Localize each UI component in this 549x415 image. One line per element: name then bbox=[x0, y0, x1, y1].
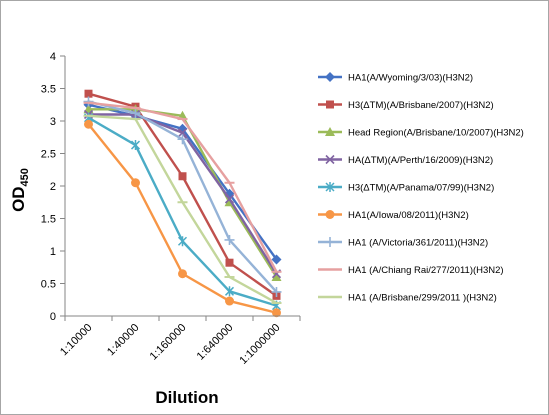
x-tick-label: 1:160000 bbox=[148, 322, 189, 363]
series-7 bbox=[83, 96, 282, 297]
y-tick-label: 1.5 bbox=[41, 214, 56, 226]
data-point bbox=[224, 286, 235, 297]
data-point bbox=[130, 108, 141, 119]
data-point bbox=[177, 236, 188, 247]
legend-entry: HA1(A/Iowa/08/2011)(H3N2) bbox=[318, 210, 469, 221]
legend-swatch-marker bbox=[325, 182, 335, 192]
data-point bbox=[83, 96, 94, 107]
plot-area bbox=[83, 89, 282, 318]
legend-label: HA1 (A/Chiang Rai/277/2011)(H3N2) bbox=[348, 265, 504, 276]
legend-label: HA1 (A/Brisbane/299/2011 )(H3N2) bbox=[348, 293, 497, 304]
data-point bbox=[224, 194, 235, 204]
legend: HA1(A/Wyoming/3/03)(H3N2) H3(ΔTM)(A/Brisb… bbox=[318, 72, 524, 304]
legend-entry: HA(ΔTM)(A/Perth/16/2009)(H3N2) bbox=[318, 154, 493, 166]
legend-label: HA(ΔTM)(A/Perth/16/2009)(H3N2) bbox=[348, 155, 493, 166]
data-point bbox=[84, 119, 93, 129]
data-point bbox=[225, 296, 234, 306]
legend-label: HA1(A/Wyoming/3/03)(H3N2) bbox=[348, 73, 473, 84]
legend-entry: Head Region(A/Brisbane/10/2007)(H3N2) bbox=[318, 127, 524, 139]
x-axis-title: Dilution bbox=[155, 388, 218, 407]
x-tick-label: 1:1000000 bbox=[237, 322, 282, 367]
data-point bbox=[224, 234, 235, 245]
x-tick-label: 1:10000 bbox=[58, 322, 95, 359]
x-tick-label: 1:40000 bbox=[105, 322, 142, 359]
series-5 bbox=[83, 112, 282, 311]
y-axis-title-subscript: 450 bbox=[19, 168, 31, 186]
legend-entry: HA1 (A/Brisbane/299/2011 )(H3N2) bbox=[318, 293, 497, 304]
data-point bbox=[178, 172, 187, 181]
legend-label: H3(ΔTM)(A/Brisbane/2007)(H3N2) bbox=[348, 100, 494, 111]
legend-label: Head Region(A/Brisbane/10/2007)(H3N2) bbox=[348, 128, 524, 139]
series-2 bbox=[84, 89, 281, 300]
legend-label: H3(ΔTM)(A/Panama/07/99)(H3N2) bbox=[348, 183, 494, 194]
data-point bbox=[131, 178, 140, 188]
x-tick-label: 1:640000 bbox=[195, 322, 236, 363]
legend-entry: HA1 (A/Victoria/361/2011)(H3N2) bbox=[318, 237, 488, 249]
data-point bbox=[271, 286, 282, 297]
data-point bbox=[178, 269, 187, 279]
legend-label: HA1(A/Iowa/08/2011)(H3N2) bbox=[348, 210, 469, 221]
legend-swatch-marker bbox=[325, 210, 335, 219]
data-point bbox=[177, 128, 188, 138]
y-tick-label: 3.5 bbox=[41, 84, 56, 96]
legend-swatch-marker bbox=[325, 237, 335, 247]
series-6 bbox=[84, 119, 281, 318]
y-tick-label: 0.5 bbox=[41, 279, 56, 291]
data-point bbox=[272, 308, 281, 318]
series-9 bbox=[83, 114, 282, 305]
data-point bbox=[177, 134, 188, 145]
legend-swatch-marker bbox=[325, 127, 335, 136]
legend-entry: H3(ΔTM)(A/Brisbane/2007)(H3N2) bbox=[318, 100, 494, 111]
y-tick-label: 0 bbox=[50, 311, 56, 323]
legend-label: HA1 (A/Victoria/361/2011)(H3N2) bbox=[348, 238, 488, 249]
legend-swatch-marker bbox=[325, 72, 335, 82]
data-point bbox=[84, 89, 93, 98]
y-axis-title: OD450 bbox=[9, 168, 31, 212]
y-tick-label: 2 bbox=[50, 181, 56, 193]
legend-swatch-marker bbox=[326, 100, 334, 109]
data-point bbox=[225, 258, 234, 267]
data-point bbox=[130, 140, 141, 151]
legend-entry: HA1(A/Wyoming/3/03)(H3N2) bbox=[318, 72, 473, 84]
y-tick-label: 3 bbox=[50, 116, 56, 128]
series-8 bbox=[83, 101, 282, 273]
data-point bbox=[271, 254, 282, 265]
legend-entry: HA1 (A/Chiang Rai/277/2011)(H3N2) bbox=[318, 265, 504, 276]
y-axis-title-main: OD bbox=[9, 186, 28, 212]
data-point bbox=[271, 272, 282, 281]
y-tick-label: 2.5 bbox=[41, 149, 56, 161]
y-tick-label: 1 bbox=[50, 246, 56, 258]
y-tick-label: 4 bbox=[50, 51, 56, 63]
legend-swatch-marker bbox=[325, 154, 335, 165]
legend-entry: H3(ΔTM)(A/Panama/07/99)(H3N2) bbox=[318, 182, 494, 194]
axes: 00.511.522.533.541:10000 1:40000 1:160000 1… bbox=[41, 51, 301, 367]
